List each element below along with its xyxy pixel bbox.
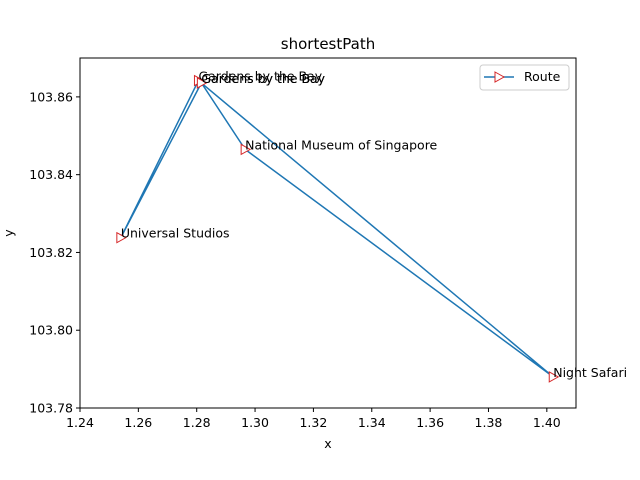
point-label: National Museum of Singapore [245, 137, 437, 152]
x-tick-label: 1.26 [124, 415, 152, 430]
legend: Route [479, 64, 570, 91]
x-tick-label: 1.24 [66, 415, 94, 430]
plot-area: Gardens by the Bay National Museum of Sin… [116, 69, 627, 383]
point-label: Universal Studios [121, 226, 230, 241]
route-marker [548, 371, 560, 383]
point-label: Gardens by the Bay [198, 69, 322, 84]
y-axis-label: y [1, 229, 16, 237]
y-tick-label: 103.82 [29, 245, 73, 260]
x-tick-label: 1.32 [299, 415, 327, 430]
point-label: Gardens by the Bay [201, 71, 325, 86]
route-line [120, 79, 554, 378]
axes: 1.24 1.26 1.28 1.30 1.32 1.34 1.36 1.38 1.40 103.… [29, 57, 577, 430]
route-marker [116, 231, 127, 244]
x-axis-label: x [324, 436, 331, 451]
chart-title: shortestPath [281, 35, 375, 53]
x-tick-label: 1.40 [533, 415, 561, 430]
legend-box [479, 64, 570, 91]
y-tick-label: 103.86 [29, 89, 73, 104]
legend-marker [494, 71, 506, 83]
route-marker [196, 77, 208, 89]
y-tick-label: 103.78 [29, 401, 73, 416]
point-label: Gardens by the Bay [201, 71, 325, 86]
x-tick-label: 1.38 [475, 415, 503, 430]
x-tick-label: 1.34 [358, 415, 386, 430]
y-tick-label: 103.80 [29, 323, 73, 338]
x-tick-label: 1.30 [241, 415, 269, 430]
x-tick-label: 1.28 [183, 415, 211, 430]
y-tick-label: 103.84 [29, 167, 73, 182]
x-tick-label: 1.36 [416, 415, 444, 430]
axes-frame [79, 57, 577, 409]
point-label: Night Safari [553, 365, 627, 380]
route-marker [240, 143, 252, 156]
legend-entry-route: Route [524, 69, 561, 84]
